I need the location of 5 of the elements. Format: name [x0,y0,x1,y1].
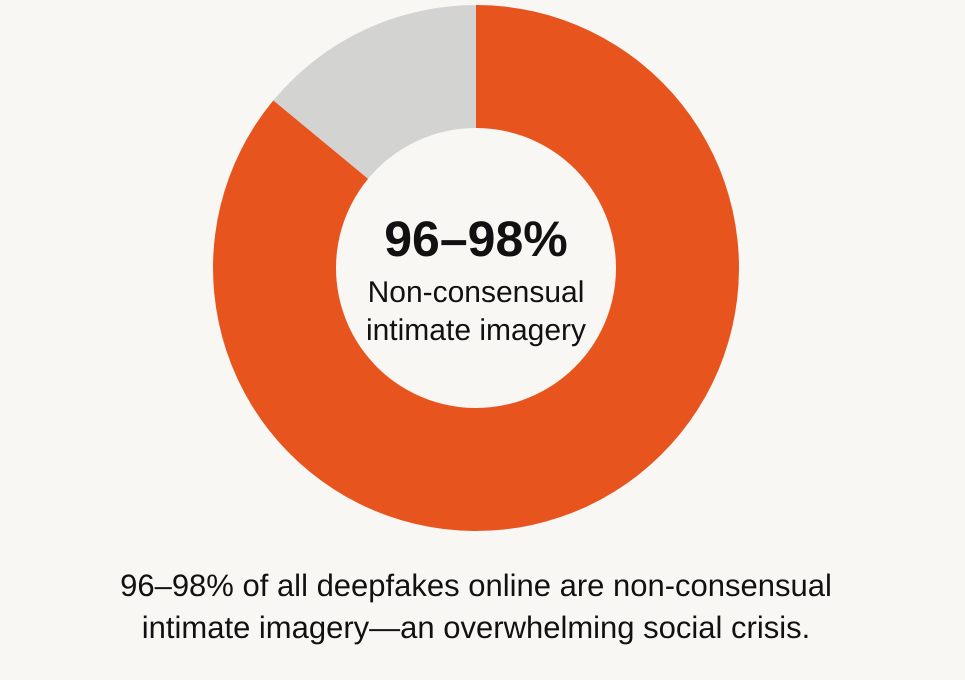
text: 96–98% of all deepfakes online are non-consensual intimate imagery—an overwhelming social crisis. [120,568,832,645]
text: Non-consensual intimate imagery [366,276,586,347]
donut-slice [213,5,739,531]
donut-slice [273,5,476,179]
text: 96–98% [384,211,568,267]
